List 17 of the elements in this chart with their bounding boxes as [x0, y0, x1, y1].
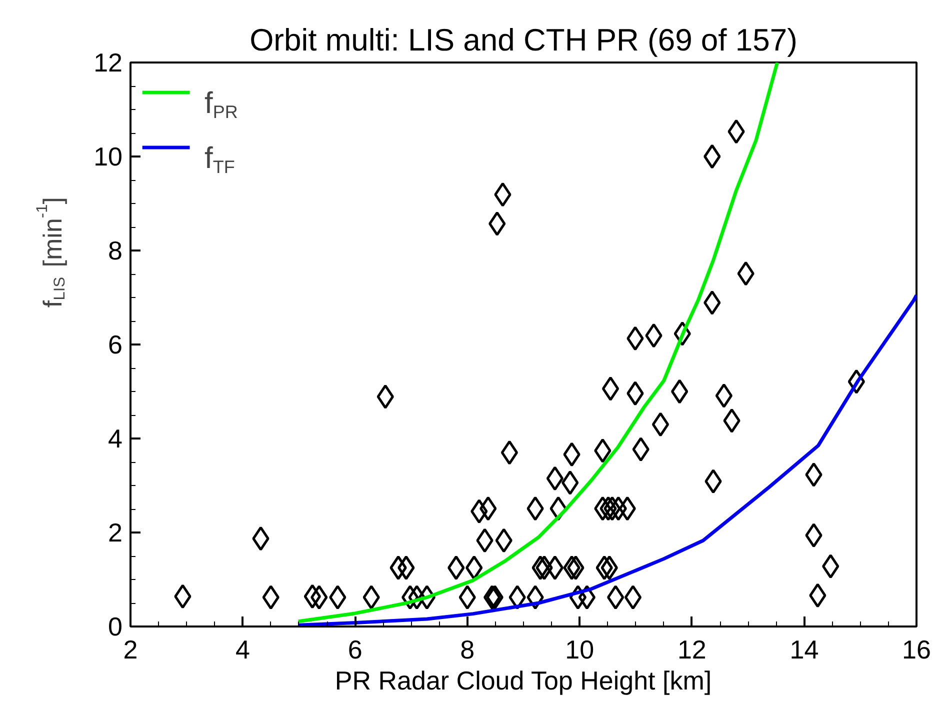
- y-tick-label: 6: [108, 330, 123, 360]
- y-tick-label: 10: [94, 142, 122, 172]
- x-tick-label: 12: [677, 634, 706, 664]
- y-tick-label: 2: [108, 518, 123, 548]
- x-axis-title: PR Radar Cloud Top Height [km]: [334, 666, 712, 696]
- y-tick-label: 8: [108, 236, 123, 266]
- x-tick-label: 8: [460, 634, 475, 664]
- y-axis-title: fLIS [min-1]: [34, 196, 68, 308]
- y-tick-label: 0: [108, 612, 123, 642]
- x-tick-label: 16: [902, 634, 931, 664]
- y-tick-label: 4: [108, 424, 123, 454]
- x-tick-label: 10: [565, 634, 594, 664]
- x-tick-label: 6: [348, 634, 362, 664]
- chart-title: Orbit multi: LIS and CTH PR (69 of 157): [250, 22, 798, 58]
- x-tick-label: 4: [236, 634, 250, 664]
- x-tick-label: 14: [790, 634, 819, 664]
- y-tick-label: 12: [94, 48, 122, 78]
